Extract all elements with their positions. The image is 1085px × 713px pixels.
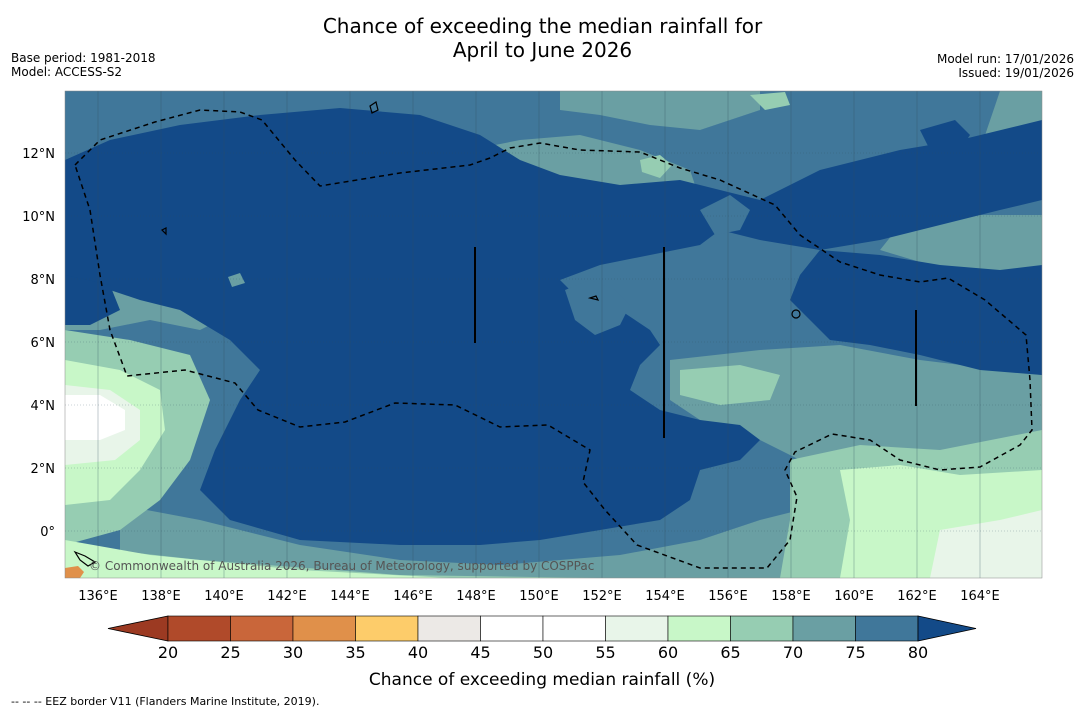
latitude-labels: 12°N 10°N 8°N 6°N 4°N 2°N 0° bbox=[22, 147, 55, 540]
lon-tick-label: 150°E bbox=[519, 589, 559, 604]
colorbar-segment bbox=[542, 615, 606, 642]
lon-tick-label: 156°E bbox=[708, 589, 748, 604]
longitude-labels: 136°E 138°E 140°E 142°E 144°E 146°E 148°E 150°E… bbox=[78, 589, 1000, 604]
issued-date: Issued: 19/01/2026 bbox=[958, 66, 1074, 80]
island-west bbox=[160, 227, 167, 236]
region-70-top bbox=[560, 91, 760, 130]
region-55-southeast bbox=[930, 510, 1042, 578]
lat-tick-label: 8°N bbox=[31, 273, 56, 288]
lat-tick-label: 10°N bbox=[22, 210, 55, 225]
colorbar-tick-label: 30 bbox=[283, 643, 303, 662]
gridlines bbox=[65, 91, 1042, 578]
lat-tick-label: 2°N bbox=[31, 462, 56, 477]
title-line-1: Chance of exceeding the median rainfall … bbox=[322, 14, 763, 38]
lon-tick-label: 154°E bbox=[645, 589, 685, 604]
title-line-2: April to June 2026 bbox=[452, 38, 633, 62]
region-65-mid-east-patch bbox=[680, 365, 780, 405]
lon-tick-label: 152°E bbox=[582, 589, 622, 604]
colorbar-overflow bbox=[917, 615, 977, 642]
lon-tick-label: 144°E bbox=[330, 589, 370, 604]
region-65-top-right bbox=[750, 92, 790, 110]
model-run-date: Model run: 17/01/2026 bbox=[936, 52, 1074, 66]
island-mid bbox=[587, 295, 600, 301]
region-80-top-east bbox=[920, 120, 970, 150]
lon-tick-label: 138°E bbox=[141, 589, 181, 604]
map-area bbox=[65, 91, 1042, 578]
colorbar-segment bbox=[730, 615, 794, 642]
lat-tick-label: 0° bbox=[40, 525, 55, 540]
colorbar-tick-label: 75 bbox=[845, 643, 865, 662]
colorbar-segment bbox=[230, 615, 294, 642]
region-75-island-2 bbox=[700, 195, 750, 235]
region-below-40 bbox=[65, 566, 84, 578]
colorbar-tick-label: 80 bbox=[908, 643, 928, 662]
islands bbox=[73, 101, 917, 567]
colorbar-tick-label: 40 bbox=[408, 643, 428, 662]
colorbar-tick-label: 70 bbox=[783, 643, 803, 662]
colorbar-tick-label: 25 bbox=[220, 643, 240, 662]
region-80-core bbox=[65, 108, 1042, 545]
region-70-south bbox=[120, 505, 800, 578]
base-period: Base period: 1981-2018 bbox=[11, 51, 156, 65]
lon-tick-label: 136°E bbox=[78, 589, 118, 604]
lon-tick-label: 140°E bbox=[204, 589, 244, 604]
region-50-west bbox=[65, 395, 125, 440]
colorbar-segment bbox=[167, 615, 231, 642]
colorbar-segment bbox=[480, 615, 544, 642]
colorbar-segment bbox=[792, 615, 856, 642]
island-east bbox=[791, 309, 801, 319]
lon-tick-label: 160°E bbox=[834, 589, 874, 604]
run-info: Model run: 17/01/2026 Issued: 19/01/2026 bbox=[937, 52, 1074, 80]
lon-tick-label: 158°E bbox=[771, 589, 811, 604]
lon-tick-label: 146°E bbox=[393, 589, 433, 604]
colorbar-segment bbox=[355, 615, 419, 642]
lon-tick-label: 148°E bbox=[456, 589, 496, 604]
colorbar-tick-label: 60 bbox=[658, 643, 678, 662]
colorbar-tick-label: 20 bbox=[158, 643, 178, 662]
model-info: Base period: 1981-2018 Model: ACCESS-S2 bbox=[11, 51, 156, 79]
colorbar-tick-label: 35 bbox=[345, 643, 365, 662]
footer-legend: -- -- -- EEZ border V11 (Flanders Marine… bbox=[11, 695, 320, 708]
lat-tick-label: 6°N bbox=[31, 336, 56, 351]
copyright-text: © Commonwealth of Australia 2026, Bureau… bbox=[89, 559, 594, 573]
colorbar-segment bbox=[292, 615, 356, 642]
lat-tick-label: 4°N bbox=[31, 399, 56, 414]
colorbar-segment bbox=[667, 615, 731, 642]
colorbar-label: Chance of exceeding median rainfall (%) bbox=[369, 670, 715, 690]
colorbar-tick-label: 55 bbox=[595, 643, 615, 662]
chart-title: Chance of exceeding the median rainfall … bbox=[0, 14, 1085, 62]
colorbar-tick-label: 65 bbox=[720, 643, 740, 662]
colorbar-segment bbox=[605, 615, 669, 642]
model-name: Model: ACCESS-S2 bbox=[11, 65, 123, 79]
lat-tick-label: 12°N bbox=[22, 147, 55, 162]
lon-tick-label: 142°E bbox=[267, 589, 307, 604]
colorbar-tick-label: 50 bbox=[533, 643, 553, 662]
eez-border bbox=[74, 109, 1033, 569]
colorbar-underflow bbox=[107, 615, 169, 642]
colorbar: 20 25 30 35 40 45 50 55 60 65 70 75 80 bbox=[107, 615, 977, 662]
map-frame bbox=[64, 90, 1043, 579]
lon-tick-label: 162°E bbox=[897, 589, 937, 604]
region-70-island bbox=[228, 273, 245, 287]
colorbar-segment bbox=[855, 615, 919, 642]
region-75-island bbox=[565, 280, 630, 335]
region-65-top-patch bbox=[640, 155, 672, 178]
lon-tick-label: 164°E bbox=[960, 589, 1000, 604]
colorbar-segment bbox=[417, 615, 481, 642]
island-north bbox=[369, 101, 379, 114]
island-southwest bbox=[73, 550, 97, 567]
colorbar-tick-label: 45 bbox=[470, 643, 490, 662]
